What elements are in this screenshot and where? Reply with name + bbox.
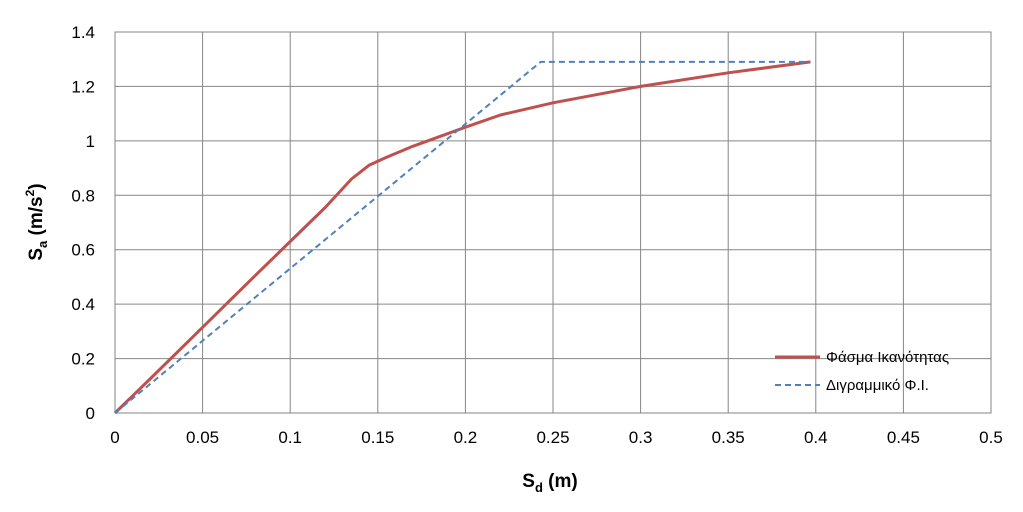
capacity-spectrum-line (113, 60, 811, 415)
x-axis-title-rest: (m) (543, 471, 578, 492)
x-tick-label: 0.3 (629, 428, 653, 447)
y-axis-title-sub: a (35, 240, 50, 248)
x-axis-tick-labels: 0 0.05 0.1 0.15 0.2 0.25 0.3 0.35 0.4 0.45 0.5 (110, 428, 1003, 447)
legend: Φάσμα Ικανότητας Διγραμμικό Φ.Ι. (775, 349, 949, 394)
y-tick-label: 1.4 (71, 23, 95, 42)
x-tick-label: 0.5 (979, 428, 1003, 447)
legend-label-bilinear: Διγραμμικό Φ.Ι. (826, 377, 929, 394)
y-tick-label: 1.2 (71, 77, 95, 96)
x-axis-title-sub: d (535, 480, 543, 495)
y-tick-label: 0.6 (71, 241, 95, 260)
y-tick-label: 0.4 (71, 295, 95, 314)
x-tick-label: 0.05 (186, 428, 219, 447)
x-tick-label: 0 (110, 428, 119, 447)
y-axis-tick-labels: 0 0.2 0.4 0.6 0.8 1 1.2 1.4 (71, 23, 95, 423)
x-tick-label: 0.2 (454, 428, 478, 447)
y-tick-label: 0 (86, 404, 95, 423)
legend-label-capacity-spectrum: Φάσμα Ικανότητας (826, 349, 949, 366)
x-tick-label: 0.15 (361, 428, 394, 447)
y-tick-label: 0.8 (71, 186, 95, 205)
x-tick-label: 0.35 (712, 428, 745, 447)
plot-area-frame (114, 31, 992, 414)
x-tick-label: 0.1 (278, 428, 302, 447)
x-axis-title-main: S (522, 471, 535, 492)
y-axis-title-sup: 2 (23, 189, 37, 196)
y-axis-title-close: ) (26, 183, 47, 189)
x-tick-label: 0.45 (887, 428, 920, 447)
y-axis-title: Sa (m/s2) (23, 183, 50, 260)
y-axis-title-main: S (26, 248, 47, 261)
x-tick-label: 0.25 (536, 428, 569, 447)
y-tick-label: 0.2 (71, 350, 95, 369)
series-layer (113, 60, 811, 415)
y-tick-label: 1 (86, 132, 95, 151)
bilinear-capacity-line (114, 60, 811, 414)
x-axis-title: Sd (m) (522, 471, 577, 495)
x-tick-label: 0.4 (804, 428, 828, 447)
y-axis-title-rest: (m/s (26, 196, 47, 240)
